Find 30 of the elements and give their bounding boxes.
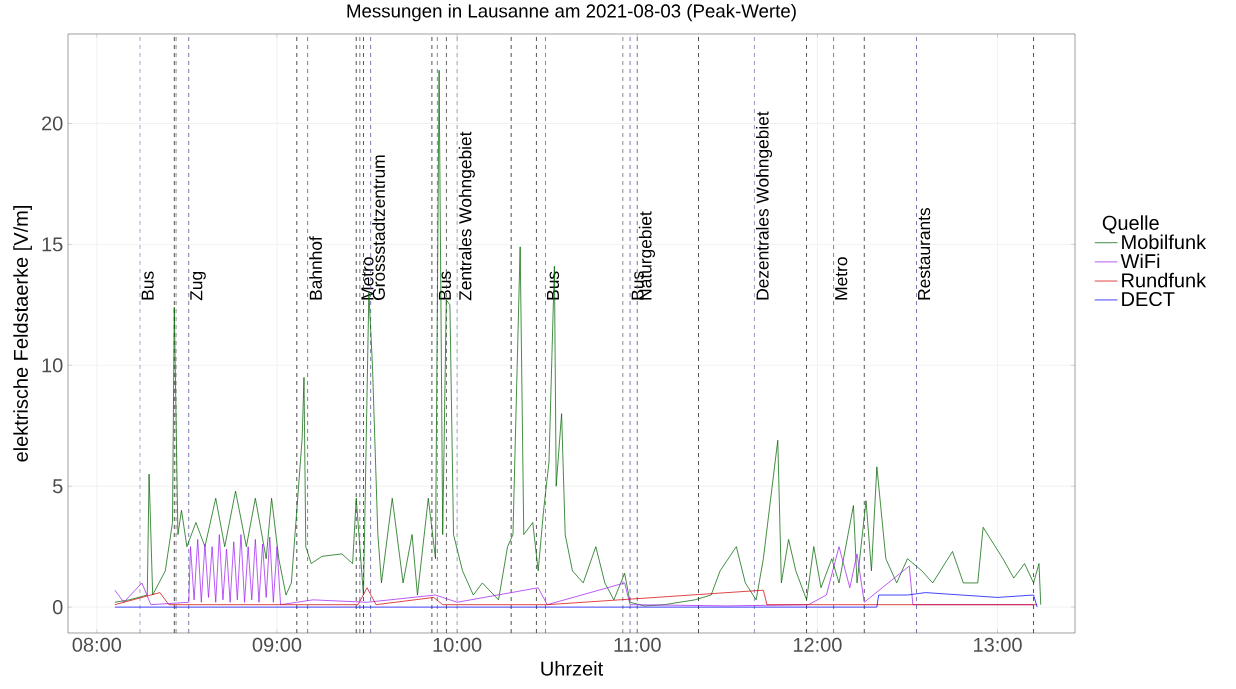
ref-line-label: Metro <box>361 257 374 300</box>
x-axis-title: Uhrzeit <box>541 661 604 676</box>
y-tick-label: 15 <box>42 237 63 252</box>
legend-title: Quelle <box>1102 215 1159 234</box>
ref-line-label: Bus <box>546 271 560 300</box>
y-tick-label: 5 <box>52 479 63 494</box>
ref-line-label: Metro <box>835 257 848 300</box>
y-tick-label: 20 <box>42 116 63 131</box>
ref-line-label: Bus <box>438 271 451 300</box>
legend-label: WiFi <box>1120 253 1160 269</box>
x-tick-label: 09:00 <box>252 637 302 652</box>
ref-line-label: Bahnhof <box>309 236 322 300</box>
x-tick-label: 13:00 <box>974 637 1022 652</box>
x-tick-label: 08:00 <box>72 637 122 652</box>
ref-line-label: Restaurants <box>918 207 931 300</box>
y-axis-title: elektrische Feldstaerke [V/m] <box>13 206 32 462</box>
x-tick-label: 12:00 <box>793 637 842 652</box>
y-tick-label: 10 <box>42 358 63 373</box>
x-tick-label: 11:00 <box>614 637 661 652</box>
ref-line-label: Grossstadtzentrum <box>372 155 385 300</box>
chart-title: Messungen in Lausanne am 2021-08-03 (Peak-Werte) <box>347 3 796 22</box>
legend-label: Mobilfunk <box>1122 234 1207 250</box>
y-tick-label: 0 <box>52 600 63 615</box>
ref-line-label: Zentrales Wohngebiet <box>458 131 475 301</box>
ref-line-label: Dezentrales Wohngebiet <box>755 111 773 300</box>
x-tick-label: 10:00 <box>433 637 482 652</box>
ref-line-label: Bus <box>141 271 154 300</box>
ref-line-label: Zug <box>190 272 206 301</box>
legend-label: DECT <box>1122 291 1175 307</box>
legend-label: Rundfunk <box>1122 272 1207 288</box>
